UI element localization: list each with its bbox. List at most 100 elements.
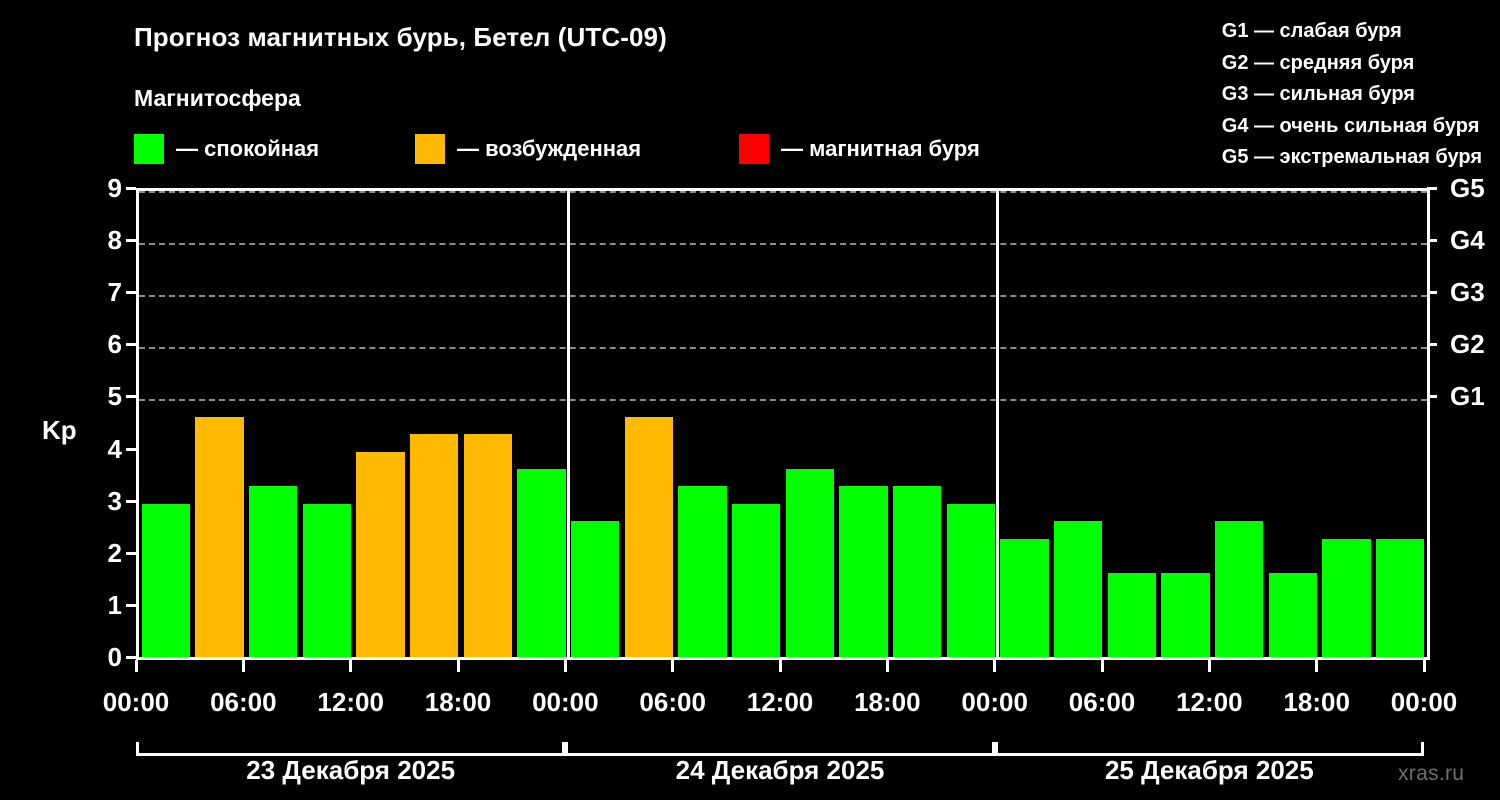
x-tick-label-6: 12:00 xyxy=(746,687,814,717)
y-tick-label-5: 5 xyxy=(107,381,122,412)
kp-bar[interactable] xyxy=(624,416,674,660)
x-tick-mark-5 xyxy=(671,660,675,672)
g-tick-mark-G3 xyxy=(1427,291,1437,295)
kp-bar[interactable] xyxy=(141,503,191,660)
date-bracket xyxy=(994,742,1424,756)
g-tick-label-G5: G5 xyxy=(1450,173,1485,203)
x-tick-label-2: 12:00 xyxy=(317,687,384,717)
legend-swatch-icon xyxy=(415,134,445,164)
x-tick-mark-10 xyxy=(1207,660,1211,672)
kp-bar[interactable] xyxy=(517,468,566,660)
g-scale-row-4: G4 — очень сильная буря xyxy=(1221,114,1480,137)
kp-bar[interactable] xyxy=(302,503,352,660)
y-tick-mark-0 xyxy=(126,656,136,659)
y-tick-mark-8 xyxy=(126,239,136,243)
legend-label: — спокойная xyxy=(176,136,320,161)
y-tick-label-6: 6 xyxy=(107,329,122,360)
legend-swatch-icon xyxy=(134,134,164,164)
kp-bar[interactable] xyxy=(946,503,996,660)
gridline-kp-9 xyxy=(139,191,1427,193)
gridline-kp-8 xyxy=(139,243,1427,246)
kp-bar[interactable] xyxy=(1375,538,1425,660)
y-tick-label-0: 0 xyxy=(107,642,122,672)
x-tick-mark-12 xyxy=(1422,660,1426,672)
gridline-kp-5 xyxy=(139,399,1427,402)
y-tick-mark-7 xyxy=(126,291,136,295)
legend-label: — магнитная буря xyxy=(781,136,980,161)
kp-bar[interactable] xyxy=(570,520,620,660)
kp-bar[interactable] xyxy=(248,486,298,660)
y-tick-mark-9 xyxy=(126,187,136,190)
g-tick-mark-G1 xyxy=(1427,395,1437,399)
kp-bar[interactable] xyxy=(731,503,781,660)
y-tick-mark-4 xyxy=(126,447,136,451)
kp-bar[interactable] xyxy=(1322,538,1371,660)
g-scale-legend: G1 — слабая буря G2 — средняя буря G3 — си… xyxy=(1222,16,1482,174)
legend-label: — возбужденная xyxy=(457,136,642,161)
date-bracket xyxy=(136,742,566,756)
x-tick-mark-0 xyxy=(134,660,138,672)
x-tick-label-1: 06:00 xyxy=(210,687,277,717)
kp-bar[interactable] xyxy=(1268,572,1318,660)
g-scale-row-2: G2 — средняя буря xyxy=(1221,51,1415,74)
kp-bar[interactable] xyxy=(1214,520,1264,660)
kp-bar[interactable] xyxy=(1053,520,1103,660)
kp-bar[interactable] xyxy=(195,416,244,660)
x-tick-mark-4 xyxy=(563,660,567,672)
y-tick-mark-1 xyxy=(126,603,136,607)
g-tick-mark-G4 xyxy=(1427,239,1437,243)
x-tick-mark-7 xyxy=(885,660,889,672)
g-scale-row-1: G1 — слабая буря xyxy=(1221,20,1402,42)
x-tick-mark-3 xyxy=(456,660,460,672)
legend-entry-1: — спокойная xyxy=(134,134,319,164)
y-tick-mark-2 xyxy=(126,551,136,555)
kp-bar[interactable] xyxy=(1161,572,1210,660)
kp-bar[interactable] xyxy=(892,486,942,660)
x-tick-label-12: 00:00 xyxy=(1390,687,1458,717)
legend-swatch-icon xyxy=(739,134,769,164)
kp-bar[interactable] xyxy=(785,468,835,660)
g-scale-row-5: G5 — экстремальная буря xyxy=(1221,146,1482,168)
x-tick-mark-1 xyxy=(241,660,245,672)
y-tick-label-8: 8 xyxy=(107,225,122,256)
g-tick-label-G3: G3 xyxy=(1450,277,1485,308)
g-tick-mark-G2 xyxy=(1427,343,1437,347)
date-label: 24 Декабря 2025 xyxy=(675,755,885,785)
g-tick-label-G2: G2 xyxy=(1450,329,1485,360)
x-tick-label-9: 06:00 xyxy=(1068,687,1136,717)
day-separator xyxy=(566,191,570,660)
legend-entry-2: — возбужденная xyxy=(415,134,641,164)
x-tick-label-4: 00:00 xyxy=(532,687,599,717)
kp-bar[interactable] xyxy=(463,434,513,660)
legend-entry-3: — магнитная буря xyxy=(739,134,980,164)
y-tick-label-2: 2 xyxy=(107,537,122,568)
date-bracket xyxy=(565,742,995,756)
kp-bar[interactable] xyxy=(678,486,727,660)
x-tick-label-0: 00:00 xyxy=(102,687,170,717)
x-tick-label-11: 18:00 xyxy=(1283,687,1350,717)
kp-bar[interactable] xyxy=(409,434,459,660)
x-tick-label-3: 18:00 xyxy=(424,687,492,717)
g-tick-label-G4: G4 xyxy=(1450,225,1485,256)
kp-bar[interactable] xyxy=(1107,572,1157,660)
y-tick-label-9: 9 xyxy=(107,173,122,203)
y-tick-label-4: 4 xyxy=(107,433,122,464)
day-separator xyxy=(996,191,1000,660)
g-scale-row-3: G3 — сильная буря xyxy=(1221,83,1415,105)
plot-inner xyxy=(139,191,1427,660)
kp-bar[interactable] xyxy=(839,486,888,660)
y-axis-title: Kp xyxy=(42,415,77,445)
kp-bar[interactable] xyxy=(356,451,405,660)
plot-area xyxy=(136,188,1430,660)
date-label: 25 Декабря 2025 xyxy=(1104,755,1314,785)
gridline-kp-7 xyxy=(139,295,1427,298)
x-axis-baseline xyxy=(136,657,1427,660)
y-tick-label-1: 1 xyxy=(107,589,122,620)
x-tick-mark-8 xyxy=(993,660,997,672)
x-tick-label-8: 00:00 xyxy=(961,687,1028,717)
kp-bar[interactable] xyxy=(1000,538,1049,660)
y-tick-mark-5 xyxy=(126,395,136,399)
x-tick-mark-2 xyxy=(349,660,353,672)
y-tick-mark-3 xyxy=(126,499,136,503)
